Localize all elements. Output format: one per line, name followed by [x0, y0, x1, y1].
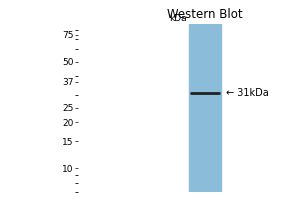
- Text: ← 31kDa: ← 31kDa: [226, 88, 269, 98]
- Title: Western Blot: Western Blot: [167, 8, 242, 21]
- Bar: [189, 24, 220, 192]
- Text: kDa: kDa: [169, 14, 187, 23]
